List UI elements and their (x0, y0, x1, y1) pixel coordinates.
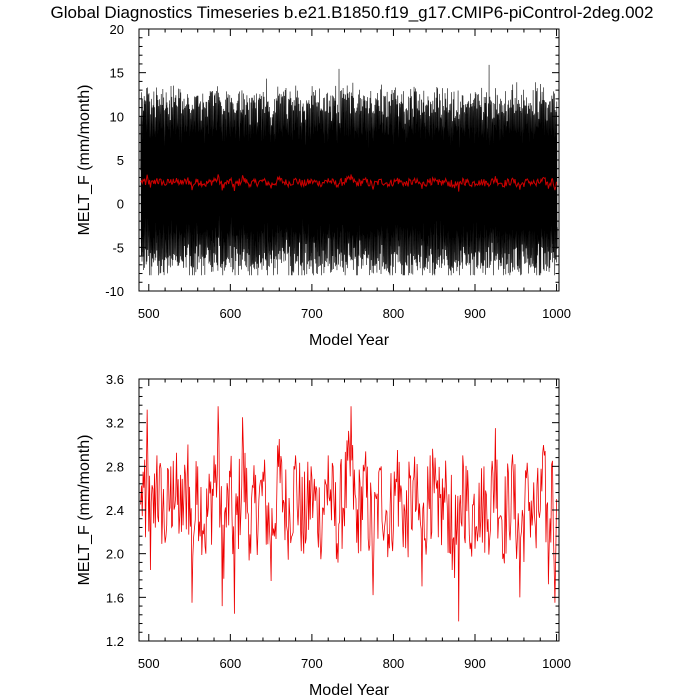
bottom-y-tick-label: 2.8 (106, 459, 124, 474)
top-y-tick-label: 10 (110, 109, 124, 124)
top-series-lines (140, 64, 558, 276)
top-y-tick-label: 0 (117, 197, 124, 212)
bottom-y-tick-label: 3.6 (106, 372, 124, 387)
top-y-tick-label: -10 (105, 284, 124, 299)
bottom-y-tick-label: 1.6 (106, 590, 124, 605)
bottom-x-tick-label: 1000 (542, 656, 571, 671)
top-x-tick-label: 600 (219, 306, 241, 321)
bottom-y-tick-label: 1.2 (106, 634, 124, 649)
top-axes: -10 -5 0 5 10 15 20 500 600 700 800 900 1000 (105, 22, 571, 321)
top-x-tick-label: 900 (464, 306, 486, 321)
bottom-x-axis-label: Model Year (309, 682, 390, 699)
bottom-x-tick-label: 700 (301, 656, 323, 671)
bottom-x-tick-label: 800 (383, 656, 405, 671)
bottom-axes: 1.2 1.6 2.0 2.4 2.8 3.2 3.6 500 600 700 800 900 1000 (106, 372, 571, 671)
bottom-panel: 1.2 1.6 2.0 2.4 2.8 3.2 3.6 500 600 700 800 900 1000… (76, 372, 571, 699)
top-x-tick-label: 700 (301, 306, 323, 321)
bottom-annual-mean-line (140, 406, 557, 622)
bottom-x-tick-label: 900 (464, 656, 486, 671)
bottom-x-tick-label: 600 (219, 656, 241, 671)
bottom-y-tick-label: 3.2 (106, 416, 124, 431)
bottom-series-lines (140, 406, 557, 622)
top-x-axis-label: Model Year (309, 332, 390, 349)
top-panel: -10 -5 0 5 10 15 20 500 600 700 800 900 1000 Model Y… (76, 22, 571, 349)
top-monthly-series-line (140, 64, 558, 276)
bottom-y-axis-label: MELT_F (mm/month) (76, 435, 93, 586)
bottom-y-tick-label: 2.0 (106, 547, 124, 562)
top-x-tick-label: 500 (138, 306, 160, 321)
top-y-tick-label: 20 (110, 22, 124, 37)
bottom-plot-frame (138, 378, 560, 642)
top-y-tick-label: -5 (112, 240, 124, 255)
top-annual-mean-line (140, 174, 558, 192)
top-y-axis-label: MELT_F (mm/month) (76, 85, 93, 236)
bottom-y-tick-label: 2.4 (106, 503, 124, 518)
chart-title: Global Diagnostics Timeseries b.e21.B185… (51, 3, 654, 22)
top-x-tick-label: 1000 (542, 306, 571, 321)
top-y-tick-label: 5 (117, 153, 124, 168)
top-x-tick-label: 800 (383, 306, 405, 321)
top-y-tick-label: 15 (110, 66, 124, 81)
bottom-x-tick-label: 500 (138, 656, 160, 671)
